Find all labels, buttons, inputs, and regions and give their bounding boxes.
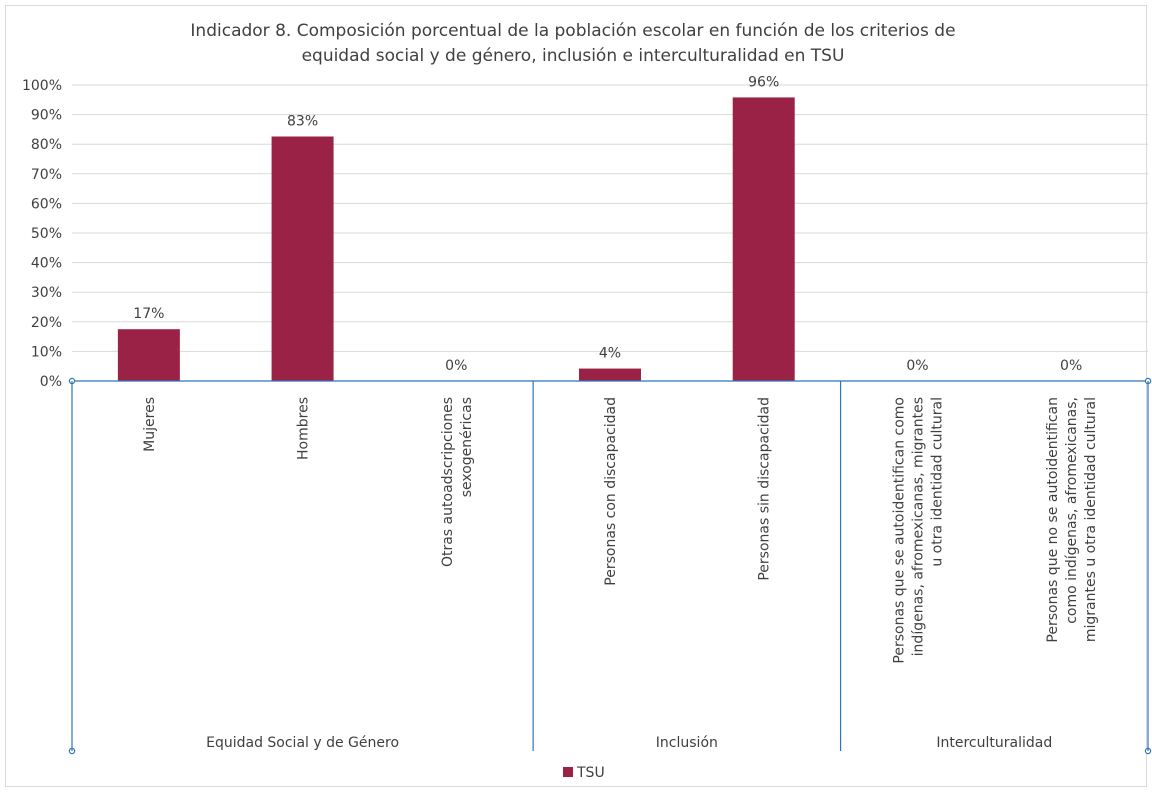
svg-text:Personas con discapacidad: Personas con discapacidad (603, 397, 619, 586)
y-tick-label: 30% (31, 285, 62, 301)
svg-text:Personas sin discapacidad: Personas sin discapacidad (757, 397, 773, 581)
data-label: 4% (599, 346, 621, 362)
bar (271, 136, 334, 381)
svg-text:Hombres: Hombres (296, 397, 312, 460)
legend: TSU (563, 765, 605, 781)
bar (579, 368, 641, 381)
category-label-line: indígenas, afromexicanas, migrantes (910, 397, 926, 656)
bar (732, 97, 795, 381)
category-label-line: Personas que se autoidentifican como (891, 397, 907, 664)
group-label: Inclusión (656, 735, 718, 751)
category-label-line: Personas sin discapacidad (757, 397, 773, 581)
data-label: 96% (748, 74, 779, 90)
data-label: 17% (133, 306, 164, 322)
category-labels: Mujeres Hombres Otras autoadscripciones sex… (142, 397, 1099, 664)
chart-title-line-1: Indicador 8. Composición porcentual de l… (190, 21, 955, 41)
chart-title-line-2: equidad social y de género, inclusión e … (302, 46, 845, 66)
category-label-line: Hombres (296, 397, 312, 460)
bar (117, 329, 180, 381)
y-tick-label: 10% (31, 344, 62, 360)
gridlines (72, 84, 1148, 352)
category-label: Otras autoadscripciones sexogenéricas (440, 397, 475, 567)
group-label: Interculturalidad (936, 735, 1052, 751)
category-label: Personas que se autoidentifican como indí… (891, 397, 945, 664)
data-label: 0% (445, 358, 467, 374)
category-label-line: como indígenas, afromexicanas, (1064, 397, 1080, 624)
y-tick-label: 20% (31, 315, 62, 331)
category-label-line: Mujeres (142, 397, 158, 452)
data-label: 83% (287, 114, 318, 130)
category-label: Mujeres (142, 397, 158, 452)
chart-frame (5, 5, 1147, 787)
data-labels: 17% 83% 0% 4% 96% 0% 0% (133, 74, 1082, 374)
category-label-line: sexogenéricas (459, 397, 475, 497)
y-tick-label: 80% (31, 137, 62, 153)
group-labels: Equidad Social y de Género Inclusión Inter… (206, 735, 1052, 751)
y-tick-label: 60% (31, 196, 62, 212)
category-label: Personas que no se autoidentifican como i… (1045, 397, 1099, 643)
data-label: 0% (906, 358, 928, 374)
svg-text:Personas que se autoidentifica: Personas que se autoidentifican como indí… (891, 397, 945, 664)
y-tick-label: 100% (22, 78, 62, 94)
legend-swatch-tsu (563, 767, 573, 777)
category-label-line: u otra identidad cultural (929, 397, 945, 567)
category-label: Hombres (296, 397, 312, 460)
y-tick-label: 0% (40, 374, 62, 390)
bars (117, 97, 795, 381)
svg-text:Mujeres: Mujeres (142, 397, 158, 452)
svg-text:Personas que no se autoidentif: Personas que no se autoidentifican como i… (1045, 397, 1099, 643)
category-label: Personas sin discapacidad (757, 397, 773, 581)
y-tick-label: 40% (31, 256, 62, 272)
category-label-line: Personas que no se autoidentifican (1045, 397, 1061, 643)
category-label-line: migrantes u otra identidad cultural (1083, 397, 1099, 642)
y-axis-ticks: 0% 10% 20% 30% 40% 50% 60% 70% 80% 90% 100% (22, 78, 62, 390)
group-label: Equidad Social y de Género (206, 735, 399, 751)
x-axis (68, 377, 1152, 755)
y-tick-label: 50% (31, 226, 62, 242)
category-label-line: Otras autoadscripciones (440, 397, 456, 567)
category-label-line: Personas con discapacidad (603, 397, 619, 586)
legend-label-tsu: TSU (576, 765, 605, 781)
data-label: 0% (1060, 358, 1082, 374)
y-tick-label: 90% (31, 108, 62, 124)
y-tick-label: 70% (31, 167, 62, 183)
category-label: Personas con discapacidad (603, 397, 619, 586)
